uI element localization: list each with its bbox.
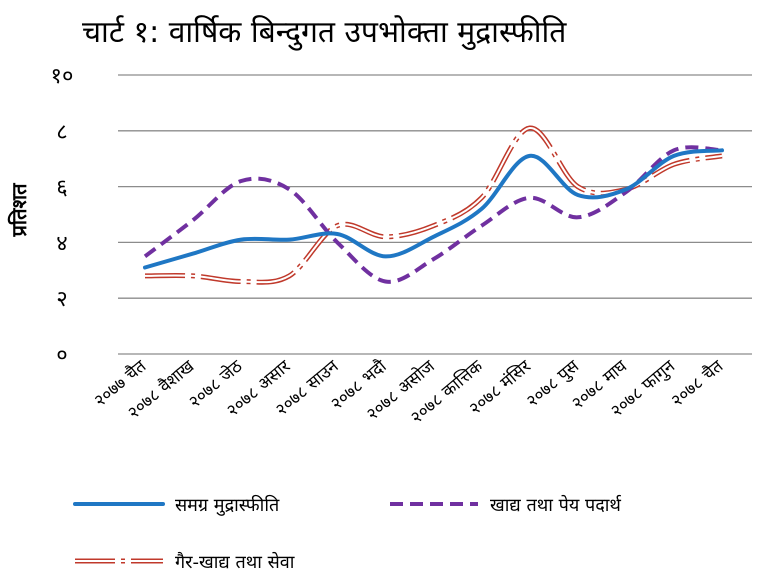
legend-item-1: समग्र मुद्रास्फीति (73, 494, 280, 516)
y-axis-label: प्रतिशत (7, 182, 31, 238)
y-tick-label: ४ (56, 231, 67, 256)
y-axis-ticks: ० २ ४ ६ ८ १० (51, 64, 74, 368)
chart-title: चार्ट १: वार्षिक बिन्दुगत उपभोक्ता मुद्र… (82, 15, 567, 51)
y-tick-label: ० (56, 343, 67, 368)
y-tick-label: ६ (56, 176, 67, 201)
legend-item-3: गैर-खाद्य तथा सेवा (75, 551, 295, 573)
legend: समग्र मुद्रास्फीति खाद्य तथा पेय पदार्थ गै… (73, 494, 622, 573)
legend-label: गैर-खाद्य तथा सेवा (175, 551, 295, 573)
legend-item-2: खाद्य तथा पेय पदार्थ (390, 494, 622, 516)
y-tick-label: २ (56, 287, 67, 312)
legend-label: खाद्य तथा पेय पदार्थ (490, 494, 622, 516)
y-tick-label: ८ (56, 120, 67, 145)
x-tick-label: २०७८ चैत (667, 356, 728, 412)
series-lines (143, 125, 724, 285)
series-line-2 (143, 145, 723, 284)
y-tick-label: १० (51, 64, 74, 89)
gridlines (118, 74, 752, 355)
legend-label: समग्र मुद्रास्फीति (175, 494, 280, 516)
series-line-1 (143, 148, 724, 270)
